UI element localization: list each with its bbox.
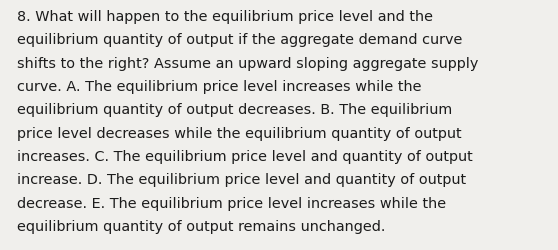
Text: price level decreases while the equilibrium quantity of output: price level decreases while the equilibr…: [17, 126, 461, 140]
Text: curve. A. The equilibrium price level increases while the: curve. A. The equilibrium price level in…: [17, 80, 421, 94]
Text: increases. C. The equilibrium price level and quantity of output: increases. C. The equilibrium price leve…: [17, 150, 473, 164]
Text: equilibrium quantity of output remains unchanged.: equilibrium quantity of output remains u…: [17, 219, 385, 233]
Text: shifts to the right? Assume an upward sloping aggregate supply: shifts to the right? Assume an upward sl…: [17, 56, 478, 70]
Text: equilibrium quantity of output decreases. B. The equilibrium: equilibrium quantity of output decreases…: [17, 103, 452, 117]
Text: 8. What will happen to the equilibrium price level and the: 8. What will happen to the equilibrium p…: [17, 10, 433, 24]
Text: decrease. E. The equilibrium price level increases while the: decrease. E. The equilibrium price level…: [17, 196, 446, 210]
Text: increase. D. The equilibrium price level and quantity of output: increase. D. The equilibrium price level…: [17, 173, 466, 187]
Text: equilibrium quantity of output if the aggregate demand curve: equilibrium quantity of output if the ag…: [17, 33, 462, 47]
